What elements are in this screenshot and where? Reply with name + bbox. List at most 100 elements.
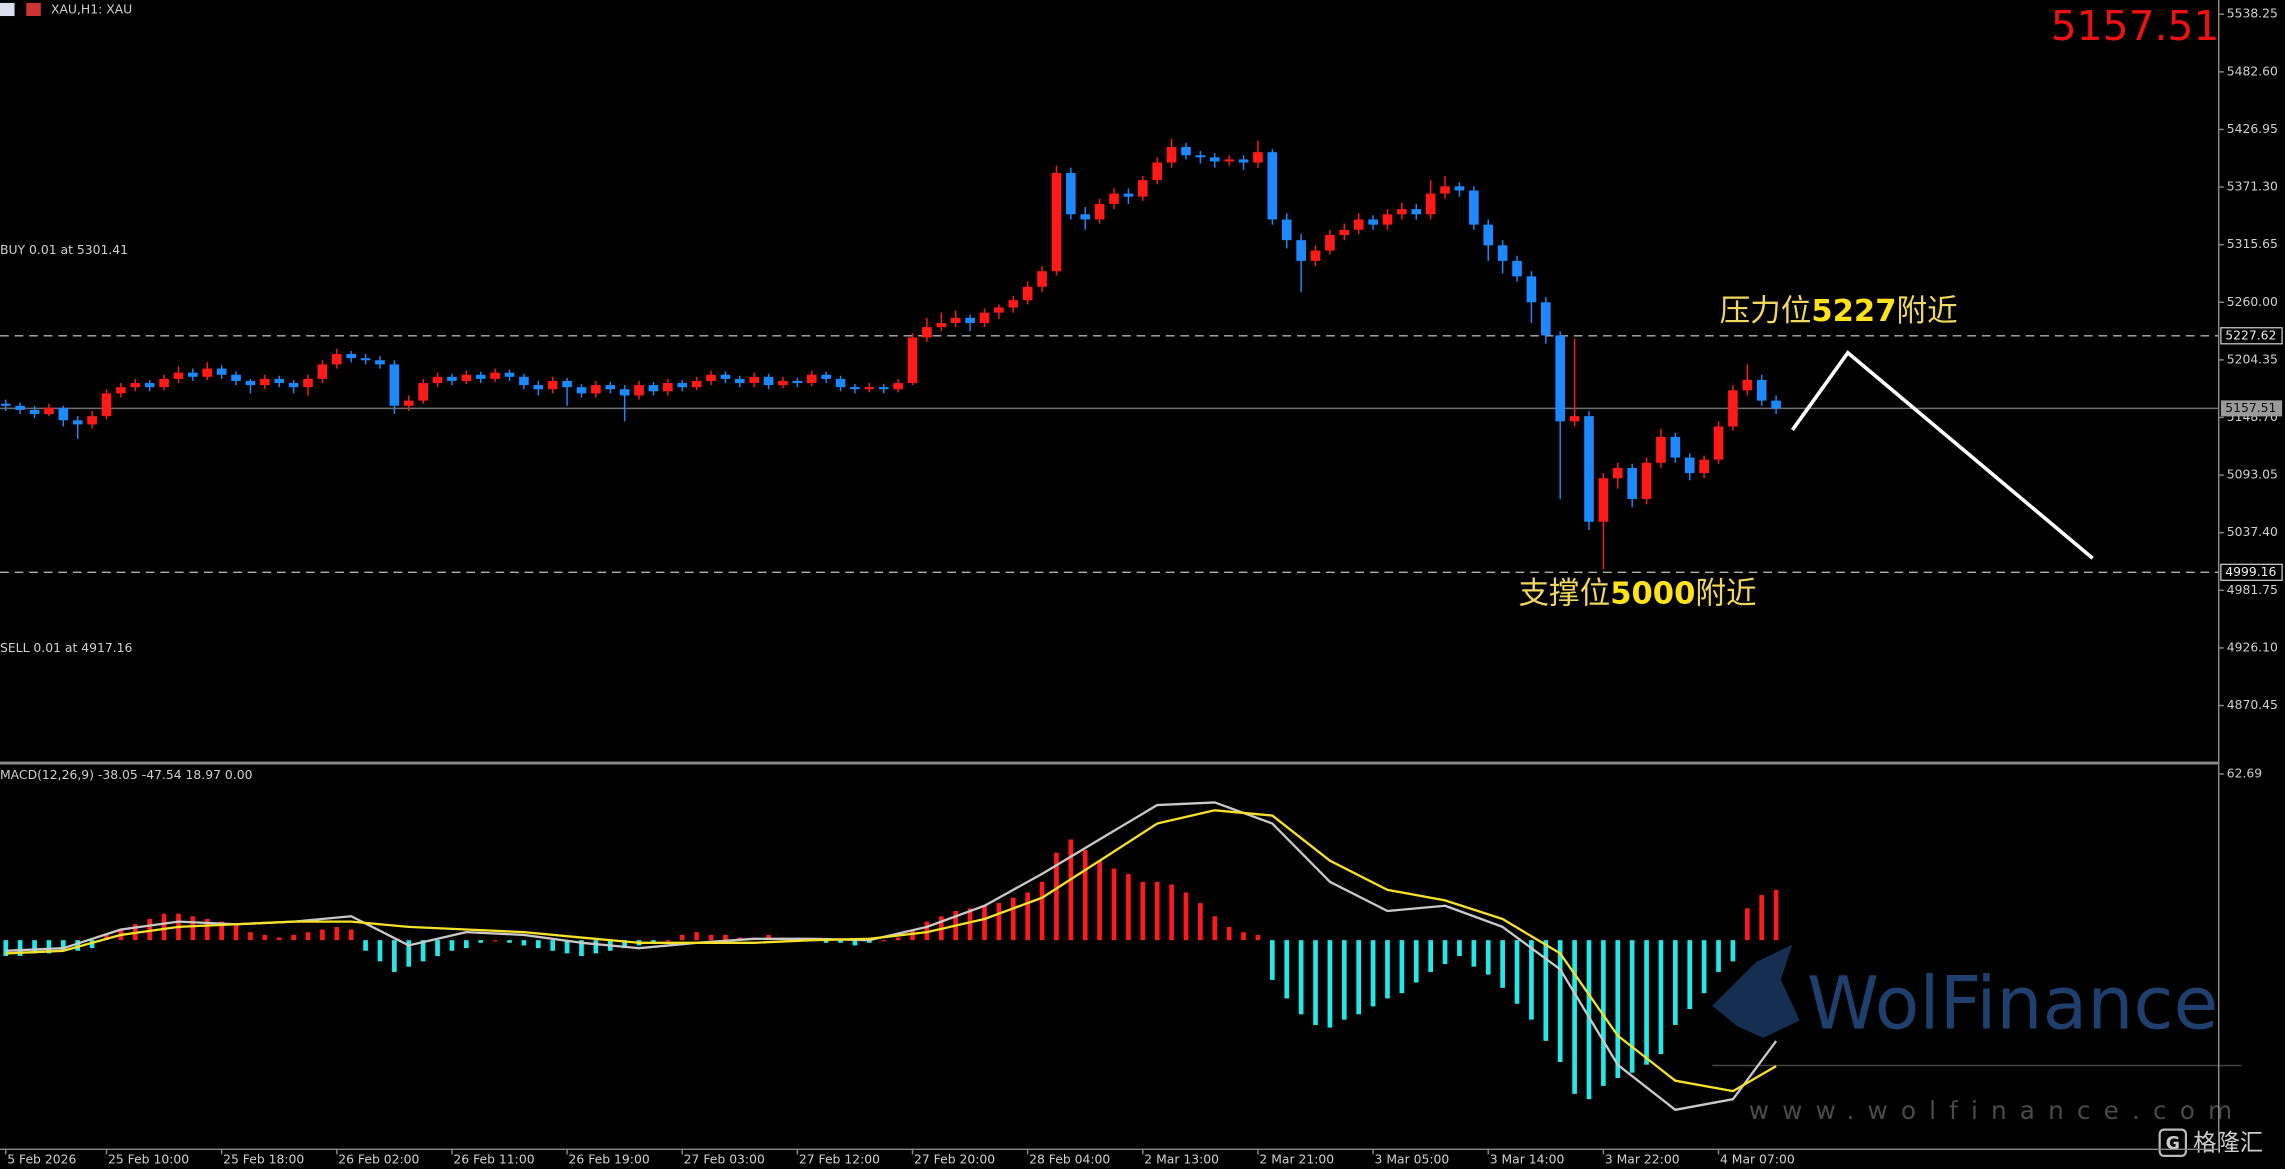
candle-body <box>1742 379 1753 391</box>
histogram-bar <box>1068 839 1074 941</box>
candle-body <box>475 374 486 379</box>
histogram-bar <box>1183 892 1189 941</box>
candle-body <box>1397 209 1407 215</box>
histogram-bar <box>1327 940 1333 1028</box>
histogram-bar <box>1413 940 1419 983</box>
histogram-bar <box>1514 940 1520 1004</box>
candle-body <box>533 385 544 390</box>
histogram-bar <box>579 940 584 957</box>
histogram-bar <box>89 940 95 949</box>
candle-body <box>1353 219 1364 230</box>
candle-body <box>576 387 587 394</box>
histogram-bar <box>766 934 771 941</box>
histogram-bar <box>895 937 901 941</box>
candle-body <box>101 393 112 417</box>
histogram-bar <box>1054 852 1059 941</box>
candle-body <box>461 374 472 381</box>
candle-body <box>1713 426 1724 460</box>
histogram-bar <box>147 918 153 941</box>
level-label: 4999.16 <box>2225 565 2276 579</box>
order-label: SELL 0.01 at 4917.16 <box>0 641 133 655</box>
candle-body <box>317 364 328 379</box>
y-tick-label: 4981.75 <box>2227 583 2278 597</box>
candle-body <box>58 407 69 421</box>
annotation-text: 附近 <box>1896 293 1957 328</box>
candle-body <box>1195 155 1206 158</box>
candle-body <box>1022 286 1033 301</box>
histogram-bar <box>320 929 325 941</box>
candle-body <box>1310 250 1321 261</box>
x-tick-label: 27 Feb 12:00 <box>799 1153 880 1167</box>
candle-body <box>1137 180 1148 197</box>
order-label: BUY 0.01 at 5301.41 <box>0 243 128 257</box>
histogram-bar <box>420 940 426 962</box>
histogram-bar <box>1025 892 1030 941</box>
candle-body <box>1584 416 1594 522</box>
histogram-bar <box>1140 881 1146 941</box>
histogram-bar <box>651 940 656 943</box>
histogram-bar <box>161 913 167 941</box>
annotation-number: 5227 <box>1811 293 1896 328</box>
histogram-bar <box>1126 873 1131 941</box>
histogram-bar <box>1370 940 1376 1007</box>
histogram-bar <box>1284 940 1290 999</box>
histogram-bar <box>1716 940 1721 972</box>
histogram-bar <box>694 932 699 941</box>
x-tick-label: 4 Mar 07:00 <box>1720 1153 1795 1167</box>
source-text: 格隆汇 <box>2193 1130 2263 1157</box>
y-tick-label: 5204.35 <box>2227 352 2278 366</box>
histogram-bar <box>219 921 224 941</box>
candle-body <box>634 385 644 396</box>
histogram-bar <box>1111 868 1117 941</box>
candle-body <box>922 327 932 338</box>
candle-body <box>778 380 788 386</box>
level-label-box <box>2220 327 2283 345</box>
y-tick-label: 4870.45 <box>2227 698 2278 712</box>
x-tick-label: 3 Mar 05:00 <box>1375 1153 1450 1167</box>
candle-body <box>1066 172 1076 215</box>
candle-body <box>1037 271 1047 287</box>
y-tick-label: 5482.60 <box>2227 64 2278 78</box>
annotation: 压力位5227附近 <box>1720 293 1958 328</box>
candle-body <box>231 374 241 381</box>
histogram-bar <box>1601 940 1606 1086</box>
histogram-bar <box>75 940 81 951</box>
histogram-bar <box>1385 940 1390 999</box>
icon <box>0 2 15 17</box>
candle-body <box>562 380 572 388</box>
annotation-number: 5000 <box>1610 576 1695 611</box>
candle-body <box>1469 190 1479 225</box>
candle-body <box>850 387 860 390</box>
histogram-bar <box>1629 940 1635 1073</box>
candle-body <box>1325 234 1335 251</box>
title-icons <box>0 2 41 17</box>
indicator-title: MACD(12,26,9) -38.05 -47.54 18.97 0.00 <box>0 768 253 782</box>
candle-body <box>1382 214 1393 225</box>
candle-body <box>1368 219 1378 225</box>
histogram-bar <box>262 934 268 941</box>
histogram-bar <box>967 908 973 941</box>
histogram-bar <box>204 918 210 941</box>
candle-body <box>202 368 213 377</box>
histogram-bar <box>665 940 671 942</box>
candle-body <box>907 337 918 384</box>
histogram-bar <box>1356 940 1362 1015</box>
histogram-bar <box>32 940 37 954</box>
histogram-bar <box>449 940 455 951</box>
histogram-bar <box>1658 940 1664 1055</box>
y-tick-label: 62.69 <box>2227 767 2262 781</box>
annotation-text: 支撑位 <box>1518 576 1610 611</box>
icon <box>26 2 41 17</box>
y-tick-label: 5371.30 <box>2227 180 2278 194</box>
histogram-bar <box>305 932 311 941</box>
candle-body <box>274 378 285 384</box>
candle-body <box>1267 152 1278 220</box>
candle-body <box>734 378 745 384</box>
candle-body <box>936 322 947 328</box>
x-tick-label: 3 Mar 22:00 <box>1605 1153 1680 1167</box>
candle-body <box>15 405 25 410</box>
level-label: 5157.51 <box>2225 401 2276 415</box>
histogram-bar <box>478 940 484 943</box>
candle-body <box>130 383 141 388</box>
